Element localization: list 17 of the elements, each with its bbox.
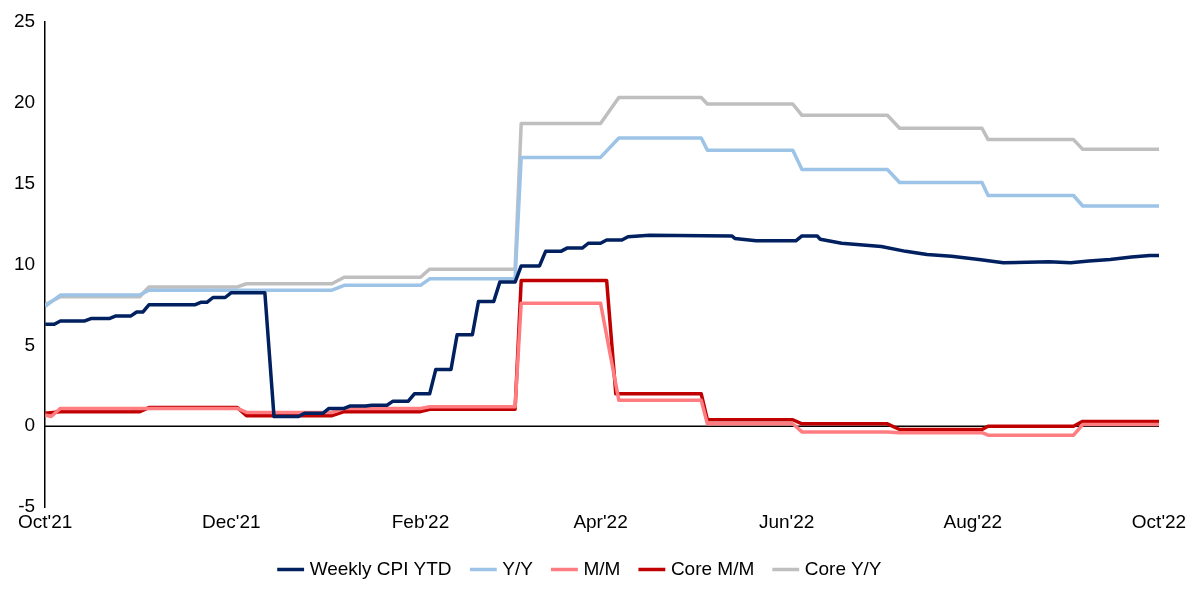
legend-label: Y/Y (502, 557, 534, 579)
legend-label: Core Y/Y (804, 557, 882, 579)
y-tick-label: 0 (24, 414, 36, 436)
x-tick-label: Apr'22 (573, 510, 628, 532)
y-tick-label: 5 (24, 333, 36, 355)
x-tick-label: Aug'22 (943, 510, 1003, 532)
legend-label: M/M (583, 557, 621, 579)
legend-label: Weekly CPI YTD (309, 557, 452, 579)
x-tick-label: Dec'21 (202, 510, 261, 532)
legend-label: Core M/M (670, 557, 755, 579)
x-tick-label: Oct'22 (1131, 510, 1187, 532)
y-tick-label: 25 (13, 9, 36, 31)
x-tick-label: Feb'22 (391, 510, 450, 532)
y-tick-label: 10 (13, 252, 36, 274)
y-tick-label: 15 (13, 171, 36, 193)
y-tick-label: 20 (13, 90, 36, 112)
x-tick-label: Jun'22 (758, 510, 815, 532)
